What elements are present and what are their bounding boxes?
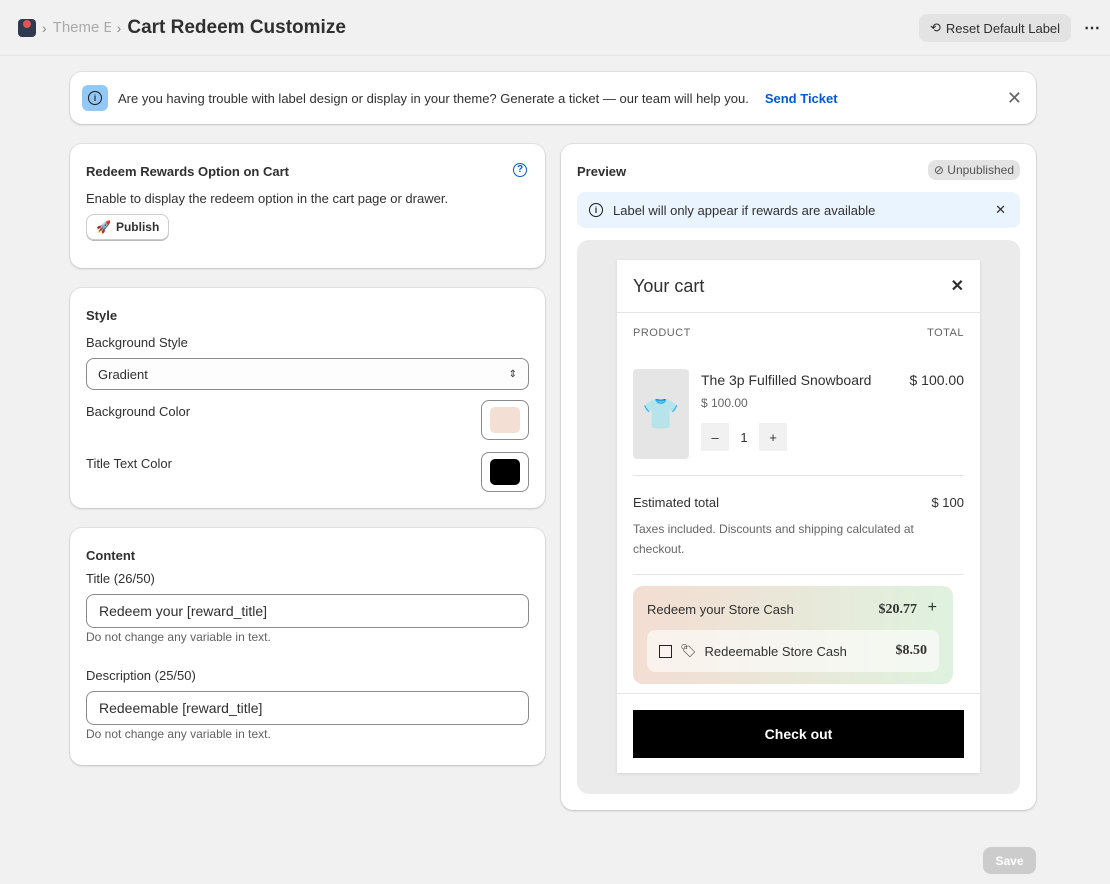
close-icon[interactable]: ✕	[995, 202, 1006, 217]
reset-icon: ⟲	[929, 20, 941, 35]
close-icon[interactable]: ✕	[950, 278, 964, 295]
title-color-label: Title Text Color	[86, 456, 172, 471]
app-logo	[18, 18, 36, 37]
save-button[interactable]: Save	[983, 847, 1036, 874]
description-help-text: Do not change any variable in text.	[86, 727, 271, 741]
content-title: Content	[86, 548, 136, 563]
close-icon[interactable]: ✕	[1006, 87, 1022, 108]
page-title: Cart Redeem Customize	[127, 16, 346, 38]
product-total: $ 100.00	[909, 372, 965, 388]
ban-icon: ⊘	[933, 163, 944, 177]
title-field-label: Title (26/50)	[86, 571, 155, 586]
estimated-total-value: $ 100	[931, 495, 964, 510]
publish-button[interactable]: 🚀 Publish	[86, 214, 170, 240]
decrease-button[interactable]: –	[701, 423, 729, 451]
product-name[interactable]: The 3p Fulfilled Snowboard	[701, 372, 872, 388]
checkout-button[interactable]: Check out	[633, 710, 964, 758]
title-help-text: Do not change any variable in text.	[86, 630, 271, 644]
publish-description: Enable to display the redeem option in t…	[86, 191, 449, 206]
reset-label: Reset Default Label	[945, 20, 1061, 36]
expand-plus-icon[interactable]: +	[927, 599, 937, 616]
redeem-widget: Redeem your Store Cash $20.77 + 🏷 Redeem…	[633, 586, 953, 684]
preview-stage: Your cart ✕ PRODUCT TOTAL 👕 The 3p Fulfil…	[577, 240, 1020, 794]
title-color-picker[interactable]	[481, 452, 529, 492]
background-style-value: Gradient	[98, 366, 148, 382]
notice-text: Label will only appear if rewards are av…	[613, 202, 876, 218]
chevron-right-icon: ›	[116, 19, 122, 36]
unpublished-badge: ⊘ Unpublished	[927, 160, 1020, 180]
quantity-value[interactable]: 1	[740, 429, 748, 445]
background-color-picker[interactable]	[481, 400, 529, 440]
preview-title: Preview	[577, 164, 627, 179]
tag-icon: 🏷	[680, 643, 697, 658]
top-bar: › Theme E › Cart Redeem Customize	[0, 0, 1110, 56]
total-column-header: TOTAL	[927, 327, 964, 339]
help-banner: i Are you having trouble with label desi…	[70, 72, 1036, 124]
content-card: Content Title (26/50) Redeem your [rewar…	[70, 528, 545, 765]
cart-title: Your cart	[633, 275, 705, 296]
redeem-amount: $20.77	[878, 602, 918, 617]
redeem-checkbox[interactable]	[659, 644, 672, 658]
background-style-select[interactable]: Gradient ⇕	[86, 358, 529, 390]
product-column-header: PRODUCT	[633, 327, 691, 339]
redeem-item-amount: $8.50	[895, 643, 928, 658]
redeem-item-label: Redeemable Store Cash	[704, 643, 847, 659]
send-ticket-link[interactable]: Send Ticket	[764, 90, 838, 106]
publish-card: Redeem Rewards Option on Cart ? Enable t…	[70, 144, 545, 268]
info-icon: i	[82, 85, 108, 111]
rocket-icon: 🚀	[96, 220, 111, 234]
help-icon[interactable]: ?	[513, 163, 527, 177]
publish-label: Publish	[115, 220, 160, 234]
chevron-updown-icon: ⇕	[508, 368, 517, 380]
estimated-total-label: Estimated total	[633, 495, 719, 510]
increase-button[interactable]: +	[759, 423, 787, 451]
background-color-label: Background Color	[86, 404, 191, 419]
chevron-right-icon: ›	[42, 19, 47, 36]
more-options-button[interactable]: ⋯	[1084, 20, 1100, 37]
tax-note: Taxes included. Discounts and shipping c…	[633, 522, 914, 556]
redeem-title: Redeem your Store Cash	[647, 602, 794, 617]
product-image: 👕	[633, 369, 689, 459]
preview-card: Preview ⊘ Unpublished i Label will only a…	[561, 144, 1036, 810]
description-field-label: Description (25/50)	[86, 668, 196, 683]
badge-text: Unpublished	[947, 163, 1014, 177]
publish-card-title: Redeem Rewards Option on Cart	[86, 164, 289, 179]
redeem-option[interactable]: 🏷 Redeemable Store Cash $8.50	[647, 630, 939, 672]
title-input[interactable]: Redeem your [reward_title]	[86, 594, 529, 628]
style-card: Style Background Style Gradient ⇕ Backgro…	[70, 288, 545, 508]
description-input[interactable]: Redeemable [reward_title]	[86, 691, 529, 725]
quantity-stepper: –1 +	[701, 423, 787, 451]
background-style-label: Background Style	[86, 335, 188, 350]
style-title: Style	[86, 308, 118, 323]
banner-text: Are you having trouble with label design…	[118, 90, 749, 106]
cart-drawer: Your cart ✕ PRODUCT TOTAL 👕 The 3p Fulfil…	[617, 260, 980, 773]
info-icon: i	[589, 203, 603, 217]
reset-default-label-button[interactable]: ⟲ Reset Default Label	[919, 14, 1071, 42]
availability-notice: i Label will only appear if rewards are a…	[577, 192, 1020, 228]
breadcrumb-parent[interactable]: Theme E	[52, 19, 111, 36]
unit-price: $ 100.00	[701, 396, 748, 410]
